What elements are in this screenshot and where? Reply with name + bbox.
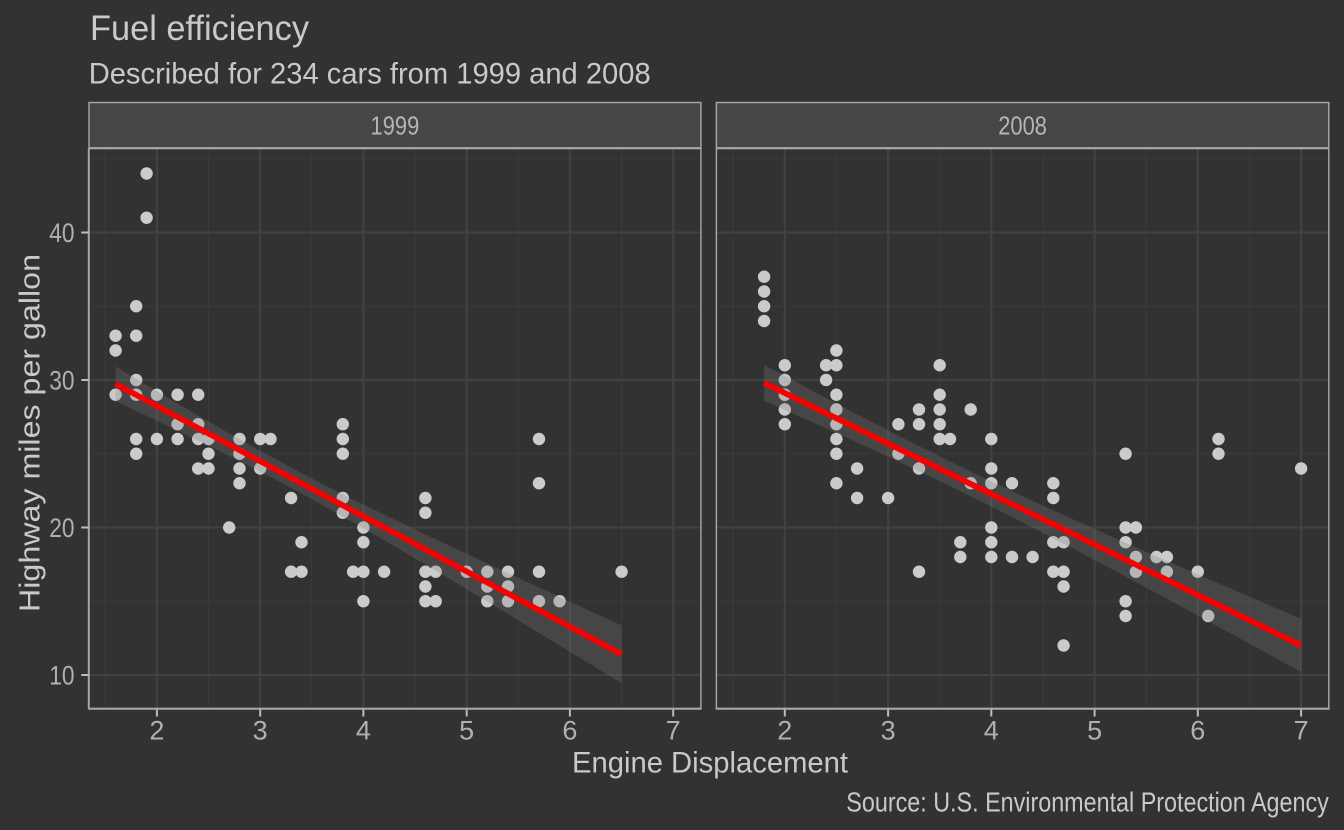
svg-text:2: 2 xyxy=(777,715,792,745)
svg-text:7: 7 xyxy=(666,715,681,745)
svg-text:5: 5 xyxy=(459,715,474,745)
svg-text:Described for 234 cars from 19: Described for 234 cars from 1999 and 200… xyxy=(89,57,651,90)
svg-text:6: 6 xyxy=(1190,715,1205,745)
svg-text:6: 6 xyxy=(562,715,577,745)
svg-text:40: 40 xyxy=(49,218,74,248)
svg-text:Fuel efficiency: Fuel efficiency xyxy=(90,9,309,48)
svg-text:Source: U.S. Environmental Pro: Source: U.S. Environmental Protection Ag… xyxy=(846,786,1329,817)
svg-text:4: 4 xyxy=(356,715,371,745)
svg-text:5: 5 xyxy=(1087,715,1102,745)
svg-text:2: 2 xyxy=(149,715,164,745)
svg-text:30: 30 xyxy=(49,365,74,395)
svg-text:4: 4 xyxy=(984,715,999,745)
svg-text:Highway miles per gallon: Highway miles per gallon xyxy=(15,254,47,612)
svg-text:20: 20 xyxy=(49,513,74,543)
svg-text:1999: 1999 xyxy=(371,113,420,141)
svg-text:3: 3 xyxy=(881,715,896,745)
svg-text:7: 7 xyxy=(1294,715,1309,745)
svg-text:Engine Displacement: Engine Displacement xyxy=(572,746,849,779)
svg-text:2008: 2008 xyxy=(998,113,1047,141)
svg-text:10: 10 xyxy=(49,660,74,690)
svg-text:3: 3 xyxy=(253,715,268,745)
